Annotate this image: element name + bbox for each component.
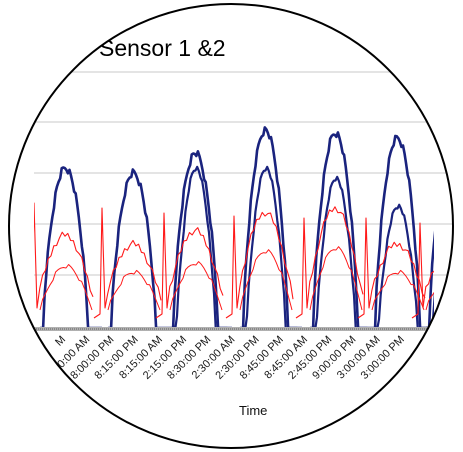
- blue-series-inner-2: [172, 165, 228, 328]
- series-layer: [34, 126, 434, 328]
- x-axis-title: Time: [239, 403, 267, 418]
- chart-title: Sensor 1 &2: [99, 35, 226, 61]
- red-series-inner-5: [371, 269, 425, 311]
- red-series-cycle-5: [357, 217, 426, 319]
- blue-series-cycle-5: [372, 134, 434, 328]
- x-tick-labels: M2:00:00 AM8:00:00 PM8:15:00 PM8:15:00 A…: [44, 334, 406, 382]
- blue-series-inner-4: [312, 175, 368, 328]
- blue-series-cycle-4: [310, 131, 372, 328]
- red-series-inner-1: [107, 269, 161, 311]
- blue-series-inner-3: [242, 165, 298, 328]
- red-series-cycle-4: [295, 206, 364, 319]
- red-series-inner-3: [239, 249, 293, 311]
- blue-series-cycle-2: [170, 150, 232, 328]
- blue-series-cycle-1: [108, 168, 170, 328]
- red-series-inner-4: [309, 246, 363, 311]
- blue-series-cycle-3: [240, 126, 302, 328]
- red-series-cycle-0: [34, 202, 94, 319]
- red-series-cycle-6: [411, 222, 434, 319]
- magnifier-lens-border: [8, 3, 454, 449]
- red-series-cycle-3: [225, 211, 294, 319]
- red-series-cycle-2: [155, 212, 224, 319]
- blue-series-inner-5: [374, 203, 430, 328]
- red-series-inner-0: [39, 264, 93, 311]
- red-series-cycle-1: [93, 207, 162, 319]
- x-axis-baseline: [34, 327, 434, 331]
- blue-series-cycle-0: [40, 166, 102, 328]
- red-series-inner-2: [169, 261, 223, 311]
